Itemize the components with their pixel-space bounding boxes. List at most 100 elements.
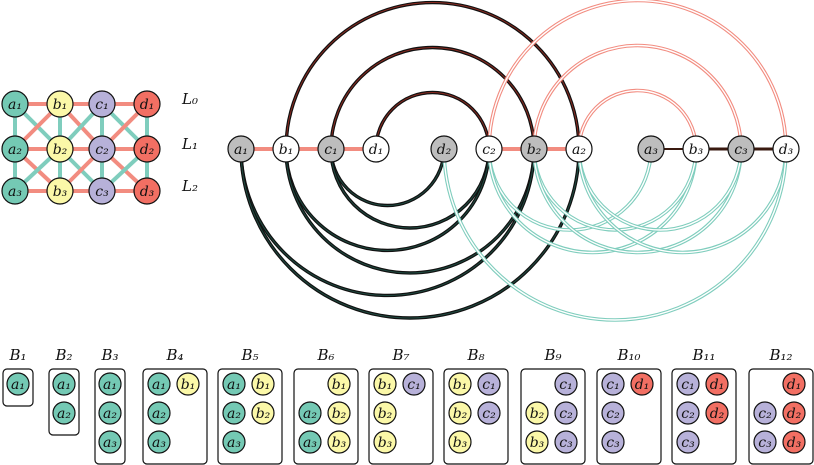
grid-node-circle — [133, 90, 161, 118]
grid-node-label: a₁ — [8, 97, 22, 113]
block-node-label: a₃ — [152, 435, 166, 451]
arc-node-label: c₁ — [324, 142, 337, 158]
block-node-circle — [448, 430, 472, 454]
block-node-circle — [753, 430, 777, 454]
block-node-label: b₂ — [378, 406, 393, 422]
grid-node-circle — [1, 90, 29, 118]
block-title: B₃ — [100, 346, 118, 364]
arc-edge-inner — [285, 2, 580, 150]
block-node-label: d₁ — [710, 377, 725, 393]
arc-node-label: a₁ — [234, 142, 248, 158]
block-node-circle — [477, 401, 501, 425]
block-node-circle — [782, 372, 806, 396]
grid-node-circle — [1, 177, 29, 205]
block-title: B₂ — [54, 346, 72, 364]
arc-edge-inner — [578, 148, 742, 231]
block-node-label: b₂ — [530, 406, 545, 422]
block-node-label: c₃ — [681, 435, 695, 451]
block-node-circle — [705, 401, 729, 425]
block-node-circle — [222, 430, 246, 454]
block-node-circle — [373, 430, 397, 454]
arc-edge-inner — [375, 92, 490, 150]
block-node-circle — [147, 430, 171, 454]
block-node-circle — [782, 430, 806, 454]
block-node-label: a₁ — [11, 377, 25, 393]
grid-node-label: a₃ — [8, 184, 22, 200]
arc-node-label: b₂ — [527, 142, 542, 158]
block-title: B₁₁ — [691, 346, 715, 364]
block-node-label: a₂ — [227, 406, 241, 422]
block-node-circle — [373, 372, 397, 396]
block-node-label: b₁ — [332, 377, 347, 393]
grid-node-circle — [88, 90, 116, 118]
block-node-circle — [705, 372, 729, 396]
block-node-circle — [52, 401, 76, 425]
arc-node-circle — [682, 135, 710, 163]
block-node-circle — [147, 372, 171, 396]
block-node-label: c₃ — [606, 435, 620, 451]
block-node-label: a₂ — [57, 406, 71, 422]
block-title: B₈ — [466, 346, 484, 364]
layer-label: L₂ — [181, 177, 198, 195]
block-node-label: c₁ — [559, 377, 572, 393]
block-node-label: c₂ — [758, 406, 772, 422]
block-node-circle — [222, 372, 246, 396]
arc-edge-inner — [533, 148, 742, 254]
block-node-label: c₁ — [482, 377, 495, 393]
block-node-circle — [525, 401, 549, 425]
arc-edge-inner — [330, 47, 535, 150]
block-node-circle — [554, 372, 578, 396]
block-node-circle — [98, 372, 122, 396]
block-node-label: c₁ — [681, 377, 694, 393]
grid-node-label: c₃ — [95, 184, 109, 200]
arc-edge-inner — [533, 44, 742, 150]
grid-node-label: c₁ — [95, 97, 108, 113]
block-node-label: b₁ — [256, 377, 271, 393]
block-title: B₆ — [316, 346, 334, 364]
grid-node-circle — [88, 135, 116, 163]
block-node-circle — [402, 372, 426, 396]
block-node-circle — [327, 401, 351, 425]
arc-edge-inner — [285, 148, 490, 251]
block-node-label: c₃ — [758, 435, 772, 451]
arc-node-label: d₃ — [779, 142, 794, 158]
arc-node-circle — [565, 135, 593, 163]
arc-edge-inner — [240, 148, 580, 319]
block-node-label: c₂ — [606, 406, 620, 422]
block-node-circle — [601, 372, 625, 396]
block-node-circle — [601, 401, 625, 425]
grid-node-label: d₁ — [140, 97, 155, 113]
block-node-label: a₃ — [227, 435, 241, 451]
block-title: B₁ — [8, 346, 26, 364]
block-title: B₁₂ — [768, 346, 792, 364]
block-node-circle — [630, 372, 654, 396]
grid-node-circle — [1, 135, 29, 163]
block-node-circle — [251, 401, 275, 425]
block-node-circle — [298, 430, 322, 454]
block-node-label: c₁ — [407, 377, 420, 393]
arc-edge — [487, 0, 788, 150]
arc-edge — [532, 43, 743, 150]
block-node-label: a₃ — [103, 435, 117, 451]
block-node-circle — [373, 401, 397, 425]
arc-node-circle — [772, 135, 800, 163]
block-node-circle — [525, 430, 549, 454]
block-node-label: a₁ — [152, 377, 166, 393]
grid-node-circle — [133, 177, 161, 205]
block-node-label: d₁ — [787, 377, 802, 393]
arc-node-label: b₁ — [279, 142, 294, 158]
block-node-label: a₃ — [303, 435, 317, 451]
grid-node-label: b₁ — [53, 97, 68, 113]
block-node-circle — [251, 372, 275, 396]
arc-edge — [329, 45, 536, 150]
block-node-label: d₂ — [710, 406, 725, 422]
block-node-label: b₁ — [378, 377, 393, 393]
arc-node-label: a₂ — [572, 142, 586, 158]
block-node-label: c₃ — [559, 435, 573, 451]
arc-node-label: c₃ — [734, 142, 748, 158]
arc-edge-inner — [488, 148, 697, 254]
block-node-label: b₁ — [181, 377, 196, 393]
block-node-label: a₁ — [227, 377, 241, 393]
block-node-circle — [448, 401, 472, 425]
